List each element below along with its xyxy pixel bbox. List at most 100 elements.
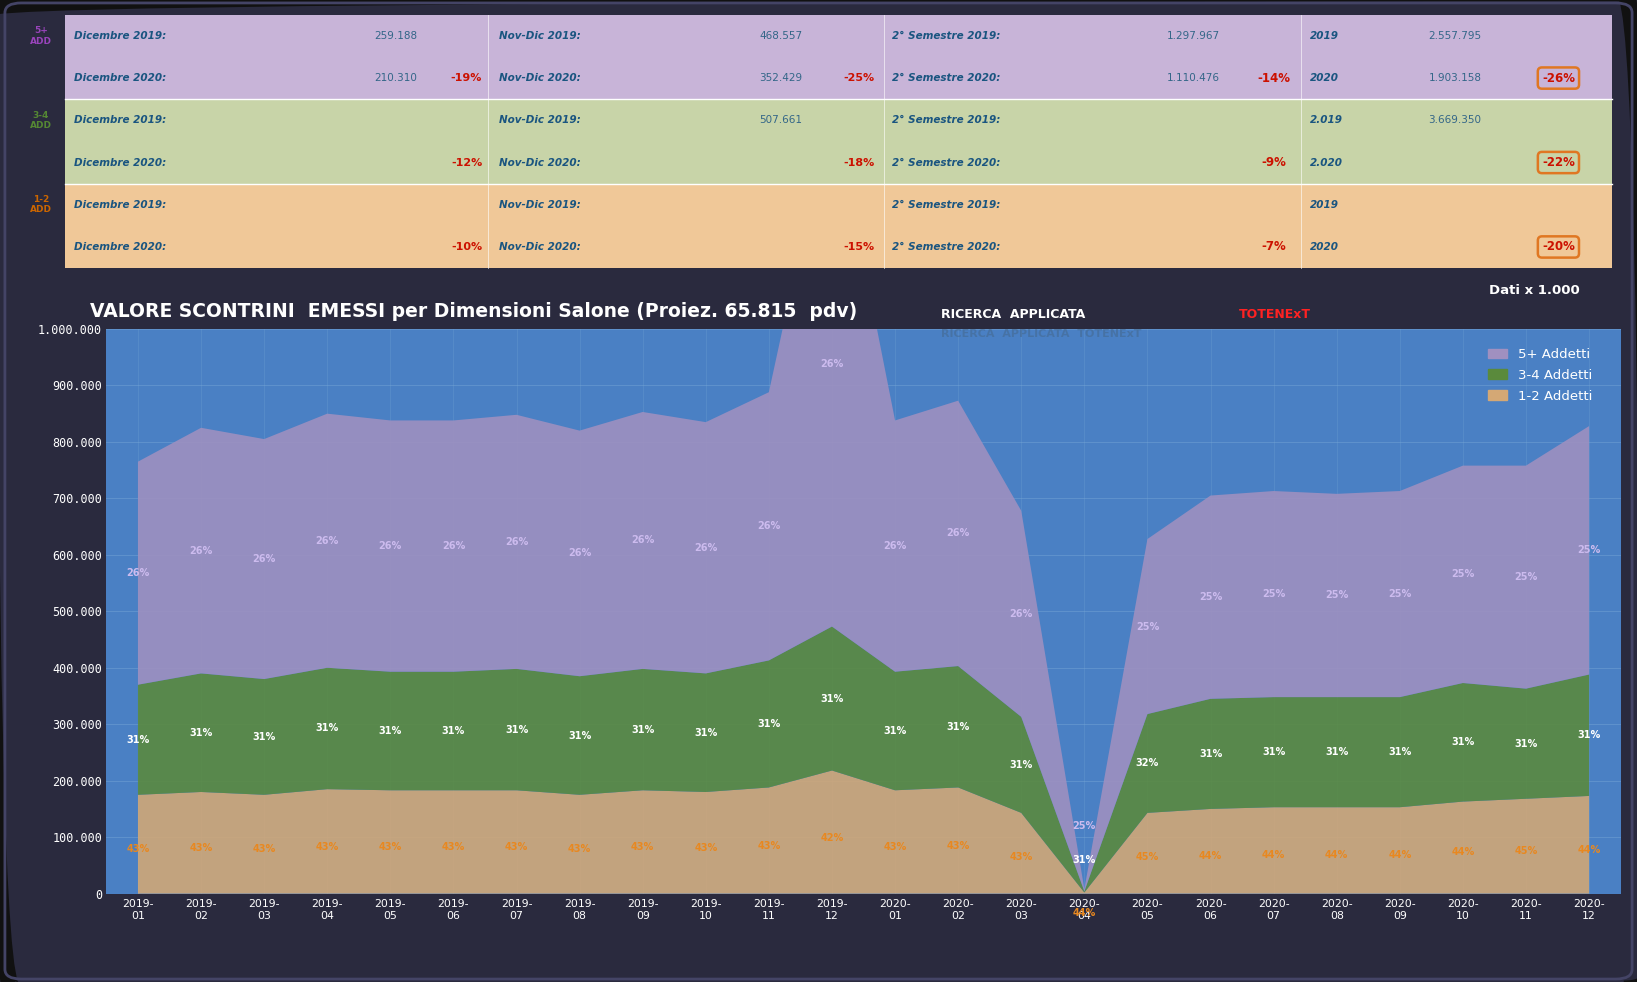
Text: Nov-Dic 2020:: Nov-Dic 2020: bbox=[499, 73, 581, 83]
Text: -26%: -26% bbox=[1542, 72, 1575, 84]
Text: 1.110.476: 1.110.476 bbox=[1167, 73, 1220, 83]
Text: 26%: 26% bbox=[694, 543, 717, 553]
Text: Nov-Dic 2020:: Nov-Dic 2020: bbox=[499, 157, 581, 168]
Text: 31%: 31% bbox=[504, 725, 529, 735]
Text: -18%: -18% bbox=[843, 157, 876, 168]
Text: 43%: 43% bbox=[946, 841, 969, 850]
Text: 26%: 26% bbox=[632, 535, 655, 545]
Text: 31%: 31% bbox=[316, 724, 339, 734]
Text: 25%: 25% bbox=[1324, 590, 1349, 600]
Text: 2020: 2020 bbox=[1310, 73, 1339, 83]
Text: 44%: 44% bbox=[1324, 849, 1349, 860]
Text: -25%: -25% bbox=[843, 73, 876, 83]
Text: 1.297.967: 1.297.967 bbox=[1167, 30, 1220, 41]
Text: 26%: 26% bbox=[252, 554, 275, 564]
Text: 26%: 26% bbox=[758, 521, 781, 531]
Text: 2° Semestre 2019:: 2° Semestre 2019: bbox=[892, 30, 1000, 41]
Text: 31%: 31% bbox=[1198, 749, 1223, 759]
Text: Dicembre 2020:: Dicembre 2020: bbox=[74, 242, 165, 252]
Text: 259.188: 259.188 bbox=[375, 30, 417, 41]
Text: VALORE SCONTRINI  EMESSI per Dimensioni Salone (Proiez. 65.815  pdv): VALORE SCONTRINI EMESSI per Dimensioni S… bbox=[90, 302, 858, 321]
Text: 25%: 25% bbox=[1262, 589, 1285, 599]
Text: 43%: 43% bbox=[568, 845, 591, 854]
Text: 31%: 31% bbox=[884, 726, 907, 736]
Text: 43%: 43% bbox=[758, 841, 781, 850]
Text: 43%: 43% bbox=[884, 843, 907, 852]
Text: 5+
ADD: 5+ ADD bbox=[29, 27, 52, 45]
Text: 1-2
ADD: 1-2 ADD bbox=[29, 195, 52, 214]
Text: 26%: 26% bbox=[568, 548, 591, 559]
Text: 31%: 31% bbox=[378, 726, 403, 736]
Text: 31%: 31% bbox=[946, 722, 969, 732]
Text: 2.557.795: 2.557.795 bbox=[1429, 30, 1481, 41]
Text: 31%: 31% bbox=[1262, 747, 1285, 757]
Text: Dicembre 2019:: Dicembre 2019: bbox=[74, 115, 165, 126]
Text: 26%: 26% bbox=[190, 546, 213, 556]
Text: 2019: 2019 bbox=[1310, 199, 1339, 210]
Text: 468.557: 468.557 bbox=[760, 30, 802, 41]
Text: 2° Semestre 2020:: 2° Semestre 2020: bbox=[892, 157, 1000, 168]
Text: 25%: 25% bbox=[1388, 589, 1411, 599]
Text: 43%: 43% bbox=[126, 845, 149, 854]
Text: 31%: 31% bbox=[1514, 738, 1537, 748]
Text: 31%: 31% bbox=[252, 732, 275, 742]
Text: 31%: 31% bbox=[1452, 737, 1475, 747]
Text: 31%: 31% bbox=[1010, 760, 1033, 770]
Text: 26%: 26% bbox=[442, 541, 465, 551]
Text: 25%: 25% bbox=[1072, 821, 1095, 831]
Text: 44%: 44% bbox=[1262, 849, 1285, 860]
Text: 31%: 31% bbox=[820, 693, 843, 703]
Text: -10%: -10% bbox=[450, 242, 483, 252]
Text: 43%: 43% bbox=[504, 843, 529, 852]
Text: 44%: 44% bbox=[1198, 850, 1223, 860]
Legend: 5+ Addetti, 3-4 Addetti, 1-2 Addetti: 5+ Addetti, 3-4 Addetti, 1-2 Addetti bbox=[1481, 341, 1599, 409]
Text: Dati x 1.000: Dati x 1.000 bbox=[1490, 284, 1580, 297]
Text: 43%: 43% bbox=[378, 843, 403, 852]
Text: 26%: 26% bbox=[884, 541, 907, 551]
Text: 2° Semestre 2020:: 2° Semestre 2020: bbox=[892, 73, 1000, 83]
Text: 31%: 31% bbox=[190, 728, 213, 737]
Text: 25%: 25% bbox=[1514, 573, 1537, 582]
Text: Dicembre 2019:: Dicembre 2019: bbox=[74, 199, 165, 210]
Text: Dicembre 2019:: Dicembre 2019: bbox=[74, 30, 165, 41]
Text: Nov-Dic 2020:: Nov-Dic 2020: bbox=[499, 242, 581, 252]
Text: Dicembre 2020:: Dicembre 2020: bbox=[74, 157, 165, 168]
Text: 25%: 25% bbox=[1198, 592, 1223, 602]
Text: 44%: 44% bbox=[1452, 847, 1475, 857]
Text: 42%: 42% bbox=[820, 834, 843, 844]
Text: 1.903.158: 1.903.158 bbox=[1429, 73, 1481, 83]
Text: 26%: 26% bbox=[1010, 609, 1033, 619]
Text: Dicembre 2020:: Dicembre 2020: bbox=[74, 73, 165, 83]
Text: 3-4
ADD: 3-4 ADD bbox=[29, 111, 52, 130]
Text: 43%: 43% bbox=[190, 843, 213, 853]
Text: 31%: 31% bbox=[694, 728, 717, 737]
Text: 43%: 43% bbox=[316, 842, 339, 851]
Text: 44%: 44% bbox=[1578, 845, 1601, 854]
Text: 26%: 26% bbox=[504, 537, 529, 547]
Text: 352.429: 352.429 bbox=[760, 73, 802, 83]
Text: -12%: -12% bbox=[450, 157, 483, 168]
Text: 43%: 43% bbox=[252, 845, 275, 854]
Text: 2° Semestre 2019:: 2° Semestre 2019: bbox=[892, 115, 1000, 126]
Text: -14%: -14% bbox=[1257, 72, 1290, 84]
Text: 2° Semestre 2020:: 2° Semestre 2020: bbox=[892, 242, 1000, 252]
Text: 3.669.350: 3.669.350 bbox=[1429, 115, 1481, 126]
Text: -15%: -15% bbox=[843, 242, 876, 252]
Text: 32%: 32% bbox=[1136, 758, 1159, 769]
Text: 507.661: 507.661 bbox=[760, 115, 802, 126]
Text: 31%: 31% bbox=[758, 719, 781, 729]
Text: 31%: 31% bbox=[1578, 731, 1601, 740]
Text: -19%: -19% bbox=[450, 73, 483, 83]
Text: 43%: 43% bbox=[694, 843, 717, 853]
Text: TOTENExT: TOTENExT bbox=[1239, 308, 1311, 321]
Text: Nov-Dic 2019:: Nov-Dic 2019: bbox=[499, 30, 581, 41]
Text: RICERCA  APPLICATA  TOTENExT: RICERCA APPLICATA TOTENExT bbox=[941, 329, 1141, 339]
Text: Nov-Dic 2019:: Nov-Dic 2019: bbox=[499, 199, 581, 210]
Text: Nov-Dic 2019:: Nov-Dic 2019: bbox=[499, 115, 581, 126]
Text: 45%: 45% bbox=[1514, 846, 1537, 856]
Text: 44%: 44% bbox=[1072, 908, 1095, 918]
Text: 25%: 25% bbox=[1136, 622, 1159, 631]
Text: 43%: 43% bbox=[442, 843, 465, 852]
Text: 43%: 43% bbox=[1010, 852, 1033, 862]
Text: 2.019: 2.019 bbox=[1310, 115, 1342, 126]
